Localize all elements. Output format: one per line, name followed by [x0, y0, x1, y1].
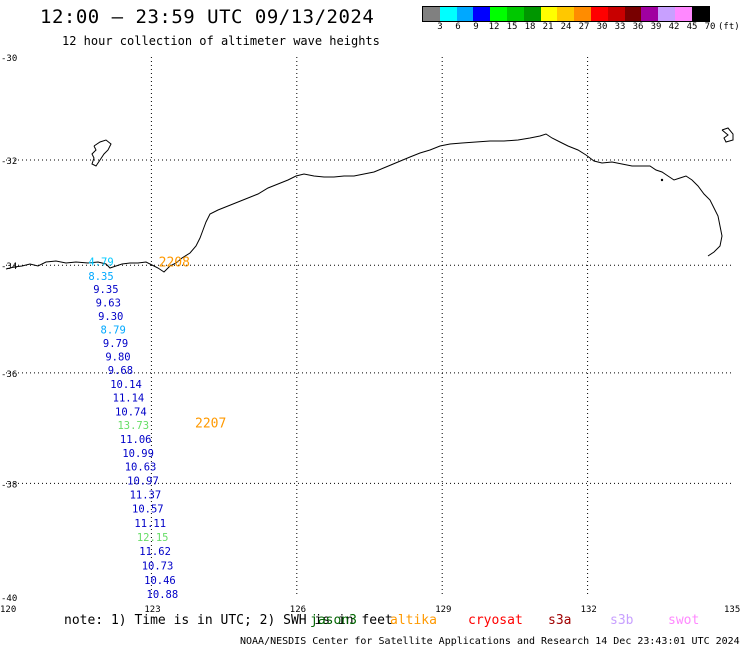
- color-swatch: [523, 7, 541, 21]
- coastline-island: [91, 139, 112, 167]
- wave-height-value: 8.35: [88, 271, 113, 283]
- wave-height-value: 9.35: [93, 284, 118, 296]
- coastline-mainland: [5, 133, 723, 273]
- lon-tick-label: 126: [290, 605, 306, 615]
- wave-height-value: 11.37: [130, 490, 162, 502]
- wave-height-value: 10.14: [110, 379, 142, 391]
- color-swatch: [590, 7, 608, 21]
- footnote: note: 1) Time is in UTC; 2) SWH is in fe…: [64, 613, 393, 628]
- color-swatch: [473, 7, 491, 21]
- wave-height-value: 9.80: [105, 352, 130, 364]
- color-scale-label: 18: [524, 22, 536, 32]
- wave-height-value: 9.63: [96, 298, 121, 310]
- lat-tick-label: -36: [1, 370, 17, 380]
- color-swatch: [658, 7, 675, 21]
- lon-tick-label: 123: [144, 605, 160, 615]
- color-swatch: [439, 7, 457, 21]
- wave-height-value: 9.30: [98, 311, 123, 323]
- lon-tick-label: 132: [581, 605, 597, 615]
- wave-height-value: 10.57: [132, 504, 164, 516]
- wave-height-value: 9.68: [108, 365, 133, 377]
- wave-height-value: 8.79: [101, 325, 126, 337]
- color-swatch: [540, 7, 558, 21]
- wave-height-value: 11.11: [134, 518, 166, 530]
- wave-height-value: 10.63: [125, 462, 157, 474]
- wave-height-value: 4.79: [88, 256, 113, 268]
- lon-tick-label: 120: [0, 605, 16, 615]
- satellite-legend-altika: altika: [390, 613, 437, 628]
- color-scale-label: 15: [506, 22, 518, 32]
- coastline: [5, 127, 734, 273]
- coastline-island: [721, 127, 734, 143]
- track-time-label: 2208: [159, 255, 190, 270]
- wave-height-value: 10.99: [122, 448, 154, 460]
- color-swatch: [423, 7, 440, 21]
- wave-height-value: 10.73: [142, 560, 174, 572]
- color-scale-label: 70: [704, 22, 716, 32]
- color-scale-label: 30: [596, 22, 608, 32]
- wave-height-value: 12.15: [137, 532, 169, 544]
- color-swatch: [557, 7, 575, 21]
- lat-tick-label: -38: [1, 480, 17, 490]
- color-scale-label: 27: [578, 22, 590, 32]
- lon-tick-label: 135: [724, 605, 740, 615]
- track-time-label: 2207: [195, 416, 226, 431]
- color-scale-unit: (ft): [718, 22, 740, 32]
- color-scale-label: 6: [455, 22, 461, 32]
- color-swatch: [691, 7, 709, 21]
- lat-tick-label: -30: [1, 54, 17, 64]
- color-swatch: [674, 7, 692, 21]
- wave-height-value: 9.79: [103, 338, 128, 350]
- map-subtitle: 12 hour collection of altimeter wave hei…: [62, 34, 380, 48]
- color-scale-bar: [422, 6, 710, 22]
- color-swatch: [641, 7, 659, 21]
- color-scale-label: 24: [560, 22, 572, 32]
- wave-height-value: 10.88: [147, 589, 179, 601]
- satellite-legend-s3a: s3a: [548, 613, 572, 628]
- color-scale-label: 9: [473, 22, 479, 32]
- coastline-islet: [660, 178, 664, 182]
- wave-height-value: 11.14: [113, 393, 145, 405]
- color-swatch: [574, 7, 591, 21]
- color-swatch: [607, 7, 625, 21]
- satellite-legend-s3b: s3b: [610, 613, 634, 628]
- satellite-legend-jason3: jason3: [310, 613, 357, 628]
- wave-height-value: 10.46: [144, 575, 176, 587]
- lon-tick-label: 129: [435, 605, 451, 615]
- lat-tick-label: -32: [1, 157, 17, 167]
- color-scale-label: 21: [542, 22, 554, 32]
- map-title: 12:00 – 23:59 UTC 09/13/2024: [40, 6, 375, 28]
- color-swatch: [490, 7, 507, 21]
- wave-height-value: 10.74: [115, 406, 147, 418]
- color-scale-label: 3: [437, 22, 443, 32]
- axis-tick-labels: 120 123 126 129 132 135 -30 -32 -34 -36 -38 -40: [0, 54, 740, 615]
- lat-tick-label: -40: [1, 594, 17, 604]
- color-swatch: [456, 7, 474, 21]
- wave-height-value: 11.62: [139, 546, 171, 558]
- wave-height-value: 13.73: [117, 420, 149, 432]
- color-scale-label: 36: [632, 22, 644, 32]
- wave-height-value: 11.06: [120, 434, 152, 446]
- wave-height-value: 10.97: [127, 476, 159, 488]
- credit-line: NOAA/NESDIS Center for Satellite Applica…: [240, 636, 740, 647]
- color-swatch: [624, 7, 642, 21]
- color-scale-label: 33: [614, 22, 626, 32]
- color-scale-label: 42: [668, 22, 680, 32]
- satellite-track: 4.79 8.359.35 9.639.30 8.799.79 9.809.68 10.1…: [88, 255, 226, 601]
- color-scale-label: 12: [488, 22, 500, 32]
- satellite-legend-cryosat: cryosat: [468, 613, 523, 628]
- color-scale-label: 39: [650, 22, 662, 32]
- lat-tick-label: -34: [1, 262, 17, 272]
- satellite-legend-swot: swot: [668, 613, 700, 628]
- color-swatch: [506, 7, 524, 21]
- color-scale-label: 45: [686, 22, 698, 32]
- color-scale-labels: 3 6 9 12 15 18 21 24 27 30 33 36 39 42 45 70: [422, 22, 728, 34]
